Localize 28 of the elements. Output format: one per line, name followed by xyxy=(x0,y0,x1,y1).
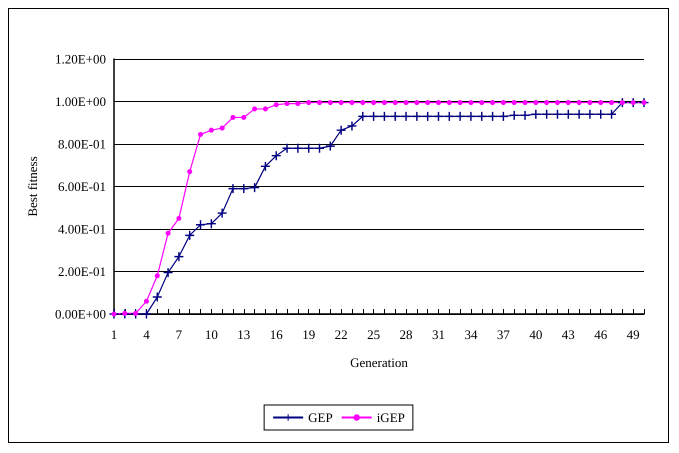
y-tick-label: 4.00E-01 xyxy=(58,222,106,236)
x-tick-label: 37 xyxy=(496,327,510,342)
x-tick-label: 40 xyxy=(529,327,542,342)
x-tick-label: 13 xyxy=(237,327,250,342)
y-tick-label: 8.00E-01 xyxy=(58,136,106,152)
x-tick-label: 46 xyxy=(594,327,608,342)
x-tick-label: 49 xyxy=(626,327,640,342)
legend-label: GEP xyxy=(308,410,333,425)
y-tick-label: 6.00E-01 xyxy=(58,179,106,194)
x-tick-label: 43 xyxy=(562,327,575,342)
x-axis-title: Generation xyxy=(350,355,408,370)
y-axis-title: Best fitness xyxy=(25,156,40,217)
x-tick-label: 34 xyxy=(464,327,478,342)
x-tick-label: 31 xyxy=(432,327,445,342)
x-tick-label: 1 xyxy=(110,327,118,342)
x-tick-label: 7 xyxy=(176,327,183,342)
x-tick-label: 4 xyxy=(143,327,150,342)
x-tick-label: 10 xyxy=(204,327,218,342)
legend-label: iGEP xyxy=(376,410,405,425)
x-tick-label: 19 xyxy=(302,327,316,342)
x-tick-label: 16 xyxy=(270,327,284,342)
x-tick-label: 25 xyxy=(367,327,380,342)
x-tick-label: 22 xyxy=(334,327,348,342)
y-tick-label: 1.00E+00 xyxy=(54,94,106,109)
x-tick-label: 28 xyxy=(400,327,413,342)
y-tick-label: 2.00E-01 xyxy=(58,264,106,279)
y-tick-label: 1.20E+00 xyxy=(54,52,106,66)
y-tick-label: 0.00E+00 xyxy=(54,306,106,322)
